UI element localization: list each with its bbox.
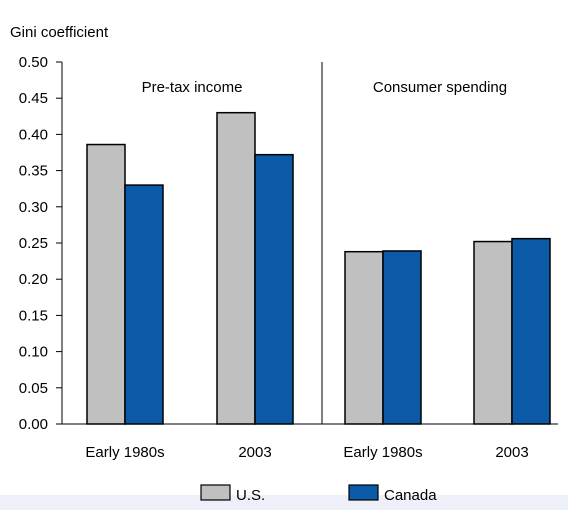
bar-canada xyxy=(125,185,163,424)
bar-us xyxy=(474,242,512,424)
x-tick-label: 2003 xyxy=(238,444,271,461)
x-tick-label: Early 1980s xyxy=(85,444,164,461)
bar-us xyxy=(217,113,255,424)
y-tick-label: 0.15 xyxy=(19,307,48,324)
y-axis-label: Gini coefficient xyxy=(10,24,109,41)
bar-us xyxy=(87,145,125,424)
x-tick-label: 2003 xyxy=(495,444,528,461)
legend-swatch xyxy=(349,485,378,500)
y-tick-label: 0.40 xyxy=(19,126,48,143)
bar-us xyxy=(345,252,383,424)
bar-canada xyxy=(512,239,550,424)
y-tick-label: 0.20 xyxy=(19,271,48,288)
panel-title: Consumer spending xyxy=(373,79,507,96)
y-tick-label: 0.30 xyxy=(19,199,48,216)
legend-swatch xyxy=(201,485,230,500)
y-tick-label: 0.10 xyxy=(19,344,48,361)
y-tick-label: 0.05 xyxy=(19,380,48,397)
y-tick-label: 0.00 xyxy=(19,416,48,433)
y-tick-label: 0.45 xyxy=(19,90,48,107)
y-tick-label: 0.25 xyxy=(19,235,48,252)
y-tick-label: 0.35 xyxy=(19,163,48,180)
legend-label: U.S. xyxy=(236,487,265,504)
y-tick-label: 0.50 xyxy=(19,54,48,71)
bar-canada xyxy=(383,251,421,424)
bar-canada xyxy=(255,155,293,424)
panel-title: Pre-tax income xyxy=(142,79,243,96)
legend-label: Canada xyxy=(384,487,437,504)
x-tick-label: Early 1980s xyxy=(343,444,422,461)
